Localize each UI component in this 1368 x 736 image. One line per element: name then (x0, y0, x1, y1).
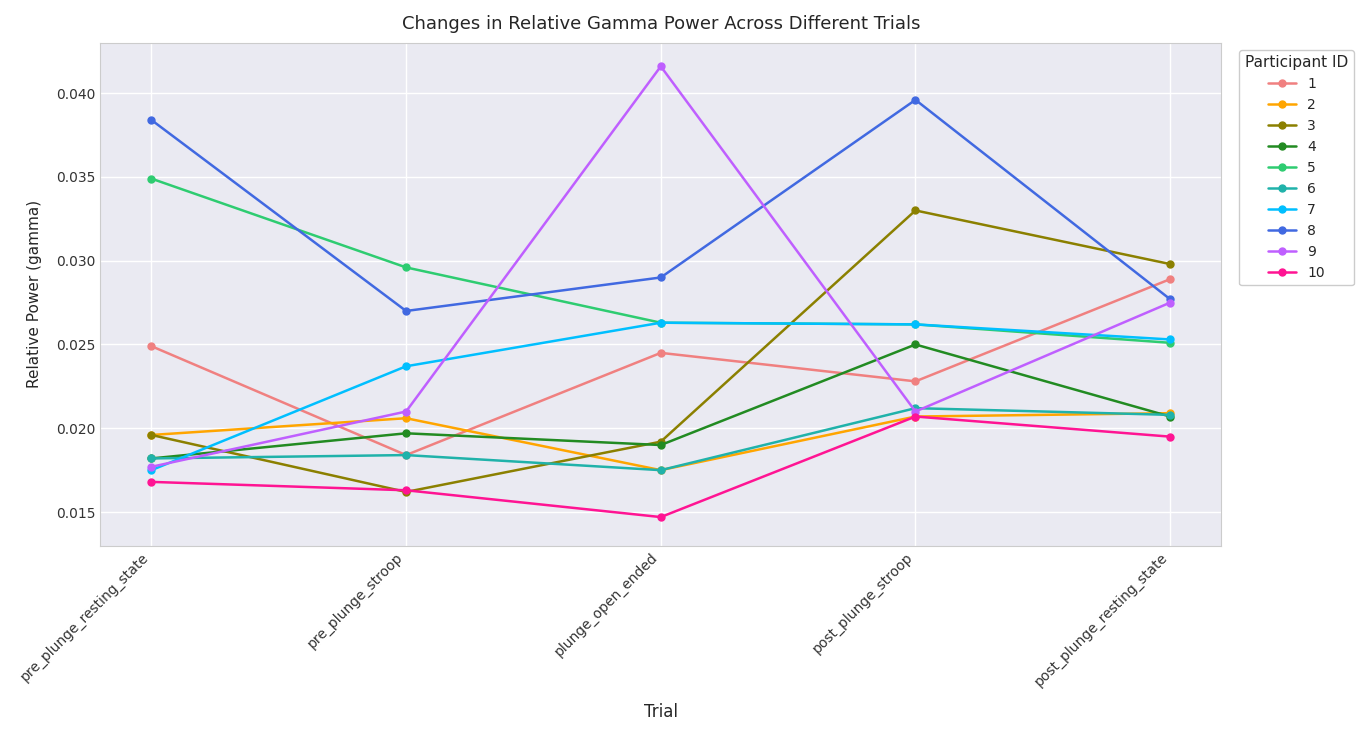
1 (398, 450, 415, 459)
2 (398, 414, 415, 422)
9 (398, 407, 415, 416)
7 (144, 466, 160, 475)
5 (398, 263, 415, 272)
7 (653, 318, 669, 327)
8 (653, 273, 669, 282)
8 (907, 96, 923, 105)
4 (1161, 412, 1178, 421)
Line: 9: 9 (148, 63, 1174, 470)
4 (144, 454, 160, 463)
Y-axis label: Relative Power (gamma): Relative Power (gamma) (27, 200, 42, 389)
3 (398, 487, 415, 496)
8 (398, 307, 415, 316)
Line: 2: 2 (148, 410, 1174, 474)
2 (907, 412, 923, 421)
Line: 8: 8 (148, 96, 1174, 314)
1 (653, 348, 669, 357)
10 (1161, 432, 1178, 441)
9 (653, 62, 669, 71)
1 (907, 377, 923, 386)
Line: 7: 7 (148, 319, 1174, 474)
5 (907, 320, 923, 329)
8 (144, 116, 160, 124)
Line: 3: 3 (148, 207, 1174, 495)
Line: 10: 10 (148, 413, 1174, 520)
5 (653, 318, 669, 327)
7 (1161, 335, 1178, 344)
6 (907, 404, 923, 413)
10 (144, 478, 160, 486)
Legend: 1, 2, 3, 4, 5, 6, 7, 8, 9, 10: 1, 2, 3, 4, 5, 6, 7, 8, 9, 10 (1239, 50, 1353, 286)
Line: 5: 5 (148, 175, 1174, 346)
6 (1161, 411, 1178, 420)
9 (1161, 298, 1178, 307)
6 (398, 450, 415, 459)
3 (653, 437, 669, 446)
7 (398, 362, 415, 371)
2 (653, 466, 669, 475)
Line: 4: 4 (148, 341, 1174, 462)
2 (1161, 408, 1178, 417)
10 (653, 513, 669, 522)
3 (144, 431, 160, 439)
9 (907, 407, 923, 416)
2 (144, 431, 160, 439)
4 (653, 441, 669, 450)
1 (1161, 275, 1178, 283)
4 (907, 340, 923, 349)
X-axis label: Trial: Trial (644, 703, 677, 721)
6 (653, 466, 669, 475)
5 (1161, 339, 1178, 347)
5 (144, 174, 160, 183)
10 (398, 486, 415, 495)
Line: 6: 6 (148, 405, 1174, 474)
3 (1161, 260, 1178, 269)
3 (907, 206, 923, 215)
Line: 1: 1 (148, 276, 1174, 459)
1 (144, 342, 160, 350)
4 (398, 429, 415, 438)
9 (144, 462, 160, 471)
10 (907, 412, 923, 421)
8 (1161, 295, 1178, 304)
7 (907, 320, 923, 329)
6 (144, 454, 160, 463)
Title: Changes in Relative Gamma Power Across Different Trials: Changes in Relative Gamma Power Across D… (402, 15, 921, 33)
